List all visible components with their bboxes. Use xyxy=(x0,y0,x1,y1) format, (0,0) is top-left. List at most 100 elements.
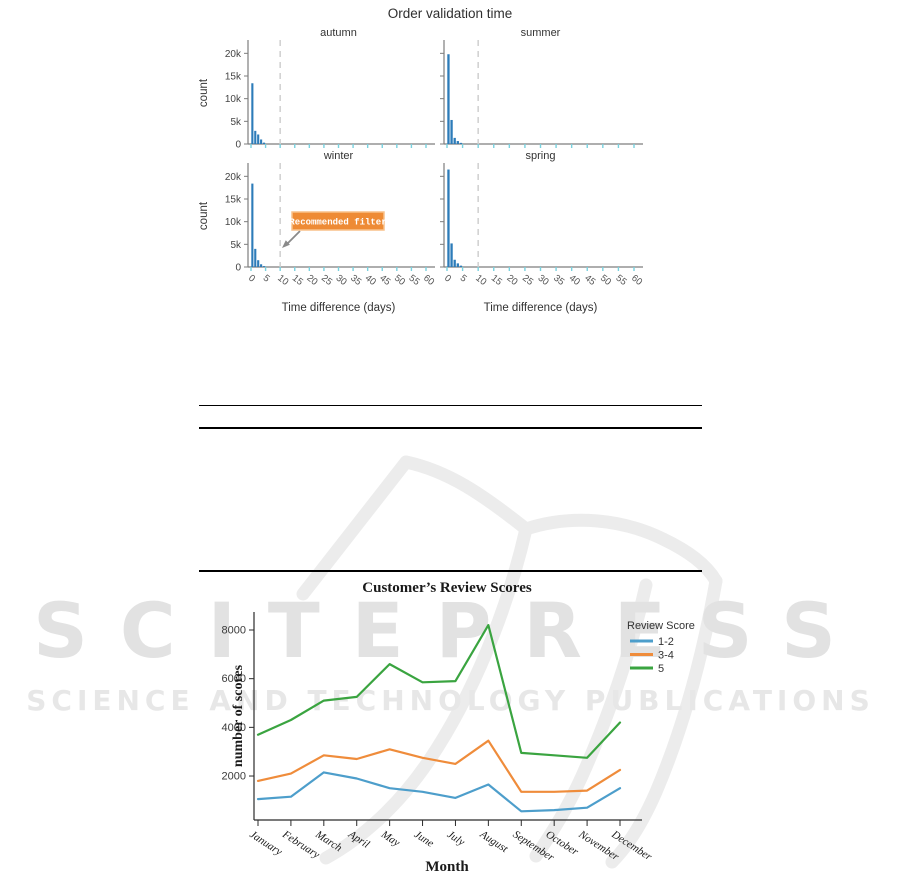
legend: Review Score 1-23-4 5 xyxy=(627,620,695,675)
month-tick-label: August xyxy=(477,828,511,856)
x-tick-label: 25 xyxy=(319,273,334,288)
histogram-bar xyxy=(262,266,266,267)
horizontal-rule-bottom xyxy=(199,570,702,572)
x-tick-label: 35 xyxy=(551,273,566,288)
y-tick-label: 0 xyxy=(235,140,241,151)
facet-panel-summer: summer xyxy=(440,27,643,148)
legend-label-1-2: 1-2 xyxy=(658,636,674,648)
x-tick-label: 35 xyxy=(348,273,363,288)
legend-label-5: 5 xyxy=(658,663,664,675)
x-tick-label: 10 xyxy=(473,273,488,288)
y-tick-label: 20k xyxy=(225,172,242,183)
x-tick-label: 30 xyxy=(334,273,349,288)
y-tick-label: 2000 xyxy=(222,771,246,783)
annotation-arrowhead xyxy=(282,240,290,248)
x-tick-label: 40 xyxy=(567,273,582,288)
histogram-bars-autumn xyxy=(251,83,266,144)
y-tick-label: 5k xyxy=(230,117,242,128)
histogram-bar xyxy=(257,260,260,267)
y-tick-label: 20k xyxy=(225,49,242,60)
x-tick-label: 20 xyxy=(504,273,519,288)
histogram-bar xyxy=(450,243,453,267)
series-line-1-2 xyxy=(256,771,622,813)
x-tick-label: 55 xyxy=(407,273,422,288)
y-axis-label-count: count xyxy=(198,201,210,230)
histogram-bar xyxy=(260,264,263,267)
y-tick-label: 10k xyxy=(225,217,242,228)
watermark-text-scitepress: SCITEPRESS xyxy=(33,586,868,675)
month-tick-label: January xyxy=(247,828,284,858)
facet-title: winter xyxy=(323,150,354,162)
facet-panel-spring: spring 0 5 10 15 20 25 30 35 40 45 50 55 60 Time diffe… xyxy=(440,150,644,314)
series-line-3-4 xyxy=(256,739,622,793)
x-axis-label: Time difference (days) xyxy=(484,302,598,314)
y-tick-label: 0 xyxy=(235,263,241,274)
histogram-bar xyxy=(447,169,450,267)
histogram-bar xyxy=(459,142,463,144)
bottom-chart-title: Customer’s Review Scores xyxy=(362,580,532,596)
x-tick-label: 50 xyxy=(392,273,407,288)
x-tick-label: 15 xyxy=(489,273,504,288)
histogram-bar xyxy=(453,259,456,267)
x-tick-label: 30 xyxy=(536,273,551,288)
histogram-bar xyxy=(456,141,459,144)
x-tick-label: 25 xyxy=(520,273,535,288)
x-tick-label: 60 xyxy=(629,273,644,288)
x-tick-label: 60 xyxy=(421,273,436,288)
y-tick-label: 4000 xyxy=(222,722,246,734)
top-chart-title: Order validation time xyxy=(388,6,513,21)
histogram-bar xyxy=(447,54,450,144)
histogram-bar xyxy=(254,130,257,144)
recommended-filter-annotation: Recommended filter xyxy=(282,211,387,248)
histogram-bar xyxy=(262,142,266,144)
x-tick-label: 5 xyxy=(458,273,469,285)
histogram-bar xyxy=(456,263,459,267)
x-tick-label: 10 xyxy=(275,273,290,288)
month-tick-label: February xyxy=(279,828,321,861)
histogram-bar xyxy=(453,137,456,144)
month-tick-label: June xyxy=(412,828,436,849)
histogram-bar xyxy=(251,183,254,267)
y-tick-label: 6000 xyxy=(222,673,246,685)
y-tick-label: 15k xyxy=(225,195,242,206)
legend-label-3-4: 3-4 xyxy=(658,649,674,661)
y-tick-label: 5k xyxy=(230,240,242,251)
y-tick-label: 15k xyxy=(225,72,242,83)
facet-title: spring xyxy=(526,150,556,162)
x-tick-label: 0 xyxy=(442,273,453,285)
month-tick-label: July xyxy=(445,828,467,848)
month-tick-label: April xyxy=(345,828,371,851)
histogram-bar xyxy=(260,139,263,144)
histogram-bar xyxy=(257,134,260,144)
x-tick-label: 50 xyxy=(598,273,613,288)
y-axis-label: number of scores xyxy=(231,664,246,767)
histogram-bar xyxy=(450,119,453,144)
facet-title: summer xyxy=(521,27,561,39)
watermark-text-tagline: SCIENCE AND TECHNOLOGY PUBLICATIONS xyxy=(26,684,875,717)
facet-title: autumn xyxy=(320,27,357,39)
x-tick-label: 55 xyxy=(614,273,629,288)
histogram-bar xyxy=(254,248,257,267)
annotation-arrow xyxy=(285,230,301,246)
facet-panel-autumn: autumn 0 5k 10k 15k 20k xyxy=(225,27,435,151)
annotation-text: Recommended filter xyxy=(289,218,386,228)
x-tick-label: 45 xyxy=(377,273,392,288)
y-tick-label: 10k xyxy=(225,94,242,105)
histogram-bars-spring xyxy=(447,169,463,267)
histogram-bar xyxy=(459,265,463,267)
x-tick-label: 15 xyxy=(290,273,305,288)
histogram-bars-summer xyxy=(447,54,463,144)
x-tick-label: 5 xyxy=(261,273,272,285)
horizontal-rule-top xyxy=(199,405,702,406)
legend-title: Review Score xyxy=(627,620,695,632)
order-validation-time-chart: Order validation time count count autumn 0 5k… xyxy=(198,6,644,314)
month-tick-label: May xyxy=(378,828,402,849)
histogram-bars-winter xyxy=(251,183,266,267)
x-tick-label: 0 xyxy=(246,273,257,285)
y-tick-label: 8000 xyxy=(222,625,246,637)
x-tick-label: 45 xyxy=(582,273,597,288)
